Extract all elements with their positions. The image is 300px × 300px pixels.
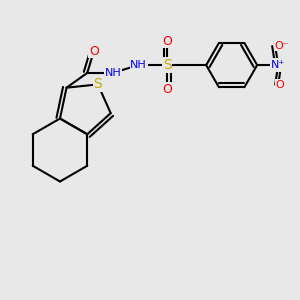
Text: NH: NH — [104, 68, 121, 78]
Text: O: O — [275, 80, 284, 90]
Text: O: O — [162, 82, 172, 96]
Text: N⁺: N⁺ — [271, 60, 285, 70]
Text: O⁻: O⁻ — [274, 40, 289, 51]
Text: O: O — [162, 34, 172, 48]
Text: O: O — [89, 45, 99, 58]
Text: NH: NH — [130, 60, 147, 70]
Text: N: N — [274, 58, 283, 72]
Text: S: S — [163, 58, 172, 72]
Text: S: S — [94, 77, 102, 92]
